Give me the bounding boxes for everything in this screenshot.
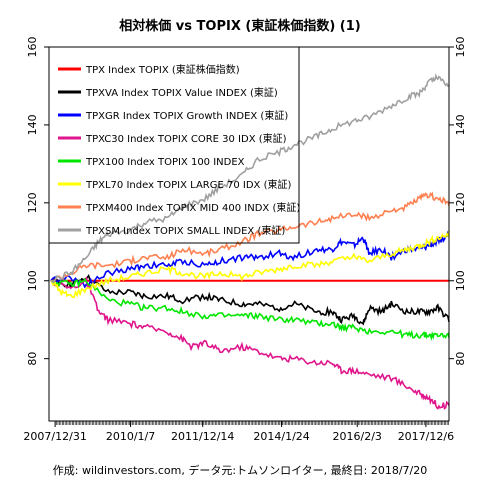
x-tick-label: 2017/12/6 xyxy=(398,430,454,443)
y-tick-label-right: 120 xyxy=(454,192,467,213)
axes: 80 80 100 100 120 120 140 140 160 160 2007/12/31 20… xyxy=(23,37,467,444)
series-line-4 xyxy=(50,277,450,341)
y-tick-label-left: 80 xyxy=(26,352,39,366)
legend: TPX Index TOPIX (東証株価指数) TPXVA Index TOPI… xyxy=(48,46,300,244)
x-tick-label: 2010/1/7 xyxy=(106,430,155,443)
y-tick-label-right: 100 xyxy=(454,270,467,291)
series-line-3 xyxy=(50,276,450,410)
legend-label: TPXM400 Index TOPIX MID 400 INDX (東証) xyxy=(85,201,300,214)
legend-label: TPX Index TOPIX (東証株価指数) xyxy=(85,63,240,76)
y-tick-label-right: 80 xyxy=(454,352,467,366)
x-tick-label: 2014/1/24 xyxy=(253,430,309,443)
y-tick-label-right: 160 xyxy=(454,37,467,58)
legend-label: TPXSM Index TOPIX SMALL INDEX (東証) xyxy=(85,224,285,237)
series-lines xyxy=(50,73,450,410)
series-line-7 xyxy=(50,73,450,284)
series-line-6 xyxy=(50,191,450,283)
x-tick-label: 2011/12/14 xyxy=(171,430,234,443)
legend-label: TPX100 Index TOPIX 100 INDEX xyxy=(85,157,245,168)
legend-label: TPXL70 Index TOPIX LARGE 70 IDX (東証) xyxy=(85,178,291,191)
legend-label: TPXC30 Index TOPIX CORE 30 IDX (東証) xyxy=(85,132,287,145)
y-tick-label-left: 160 xyxy=(26,37,39,58)
chart-footer: 作成: wildinvestors.com, データ元:トムソンロイター, 最終… xyxy=(53,463,427,477)
series-line-2 xyxy=(50,230,450,289)
chart-title: 相対株価 vs TOPIX (東証株価指数) (1) xyxy=(119,18,360,34)
series-line-5 xyxy=(50,231,450,299)
legend-label: TPXGR Index TOPIX Growth INDEX (東証) xyxy=(85,109,288,122)
y-tick-label-right: 140 xyxy=(454,114,467,135)
y-tick-label-left: 140 xyxy=(26,114,39,135)
legend-label: TPXVA Index TOPIX Value INDEX (東証) xyxy=(85,86,278,99)
y-tick-label-left: 120 xyxy=(26,192,39,213)
plot-frame xyxy=(48,46,450,422)
x-tick-label: 2007/12/31 xyxy=(23,430,86,443)
y-tick-label-left: 100 xyxy=(26,270,39,291)
series-line-1 xyxy=(50,273,450,326)
x-tick-label: 2016/2/3 xyxy=(333,430,382,443)
